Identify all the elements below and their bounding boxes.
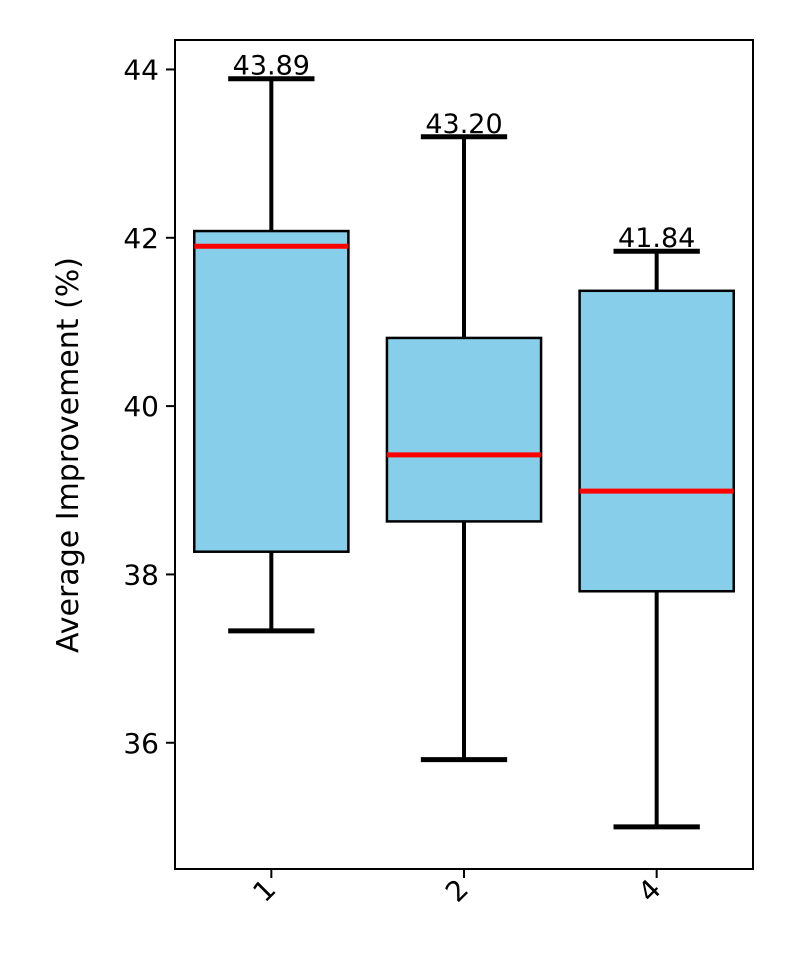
max-labels-layer: 43.89 43.20 41.84 xyxy=(233,51,696,255)
y-tick-label: 44 xyxy=(123,53,159,86)
y-tick-label: 40 xyxy=(123,390,159,423)
max-value-label: 43.89 xyxy=(233,51,310,82)
box-group-4 xyxy=(578,248,735,830)
box-iqr xyxy=(193,229,350,553)
y-tick-label: 42 xyxy=(123,222,159,255)
y-axis-title: Average Improvement (%) xyxy=(51,257,86,653)
x-tick-label: 1 xyxy=(246,873,282,909)
max-value-label: 41.84 xyxy=(618,223,695,254)
y-tick-label: 38 xyxy=(123,558,159,591)
y-tick-label: 36 xyxy=(123,727,159,760)
axes-layer: 36 38 40 42 44 1 2 4 xyxy=(123,39,754,909)
box-iqr xyxy=(385,336,543,523)
x-tick-label: 4 xyxy=(632,873,668,909)
max-value-label: 43.20 xyxy=(425,109,502,140)
boxes-layer xyxy=(193,76,735,830)
box-group-2 xyxy=(385,134,543,763)
box-iqr xyxy=(578,289,735,593)
box-group-1 xyxy=(193,76,350,634)
x-tick-label: 2 xyxy=(439,873,475,909)
